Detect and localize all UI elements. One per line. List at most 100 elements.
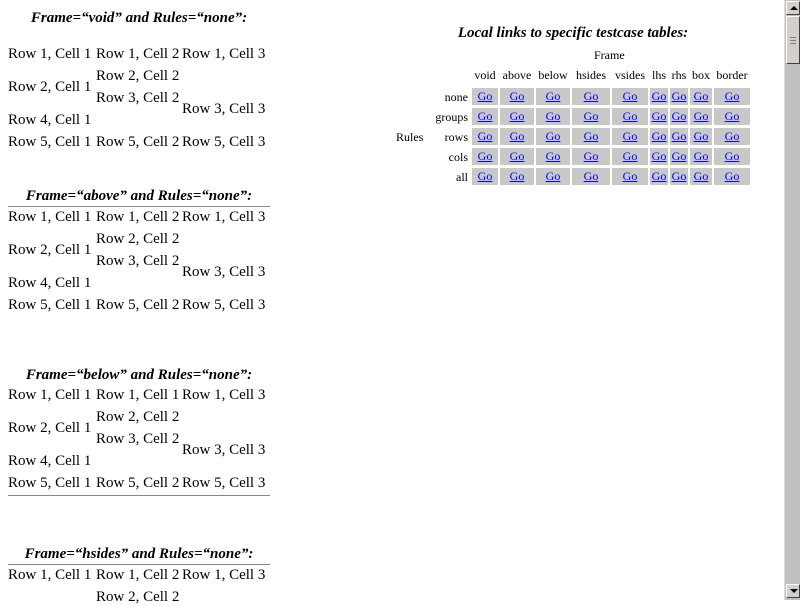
go-link-border-none[interactable]: Go: [724, 89, 740, 103]
go-link-vsides-none[interactable]: Go: [622, 89, 638, 103]
table-cell: Row 1, Cell 3: [182, 46, 266, 62]
table-above: Row 1, Cell 1 Row 1, Cell 2 Row 1, Cell …: [8, 206, 270, 317]
go-link-above-rows[interactable]: Go: [509, 129, 525, 143]
go-link-border-all[interactable]: Go: [724, 169, 740, 183]
go-link-vsides-cols[interactable]: Go: [622, 149, 638, 163]
table-cell: Row 5, Cell 1: [8, 134, 92, 150]
table-cell: Row 3, Cell 2: [96, 431, 180, 447]
go-cell-void-cols: Go: [472, 148, 498, 165]
grip-line: [790, 43, 796, 44]
go-cell-border-all: Go: [714, 168, 750, 185]
go-link-void-all[interactable]: Go: [477, 169, 493, 183]
go-cell-lhs-all: Go: [650, 168, 668, 185]
go-cell-border-rows: Go: [714, 128, 750, 145]
frame-header-vsides: vsides: [615, 68, 645, 82]
table-cell: Row 1, Cell 1: [8, 209, 92, 225]
go-link-box-all[interactable]: Go: [693, 169, 709, 183]
go-cell-vsides-rows: Go: [612, 128, 648, 145]
table-caption: Frame=“above” and Rules=“none”:: [25, 188, 253, 204]
go-link-below-none[interactable]: Go: [545, 89, 561, 103]
go-link-below-all[interactable]: Go: [545, 169, 561, 183]
table-cell: Row 2, Cell 2: [96, 589, 180, 605]
table-cell: Row 4, Cell 1: [8, 275, 92, 291]
go-link-below-groups[interactable]: Go: [545, 109, 561, 123]
go-link-void-rows[interactable]: Go: [477, 129, 493, 143]
go-link-below-rows[interactable]: Go: [545, 129, 561, 143]
go-link-hsides-cols[interactable]: Go: [583, 149, 599, 163]
vertical-scrollbar[interactable]: [784, 0, 800, 600]
go-cell-lhs-groups: Go: [650, 108, 668, 125]
go-cell-hsides-none: Go: [572, 88, 610, 105]
go-link-lhs-all[interactable]: Go: [651, 169, 667, 183]
go-link-above-cols[interactable]: Go: [509, 149, 525, 163]
go-link-vsides-groups[interactable]: Go: [622, 109, 638, 123]
frame-header-below: below: [538, 68, 568, 82]
arrow-down-icon: [790, 589, 798, 593]
table-cell: Row 1, Cell 2: [96, 209, 180, 225]
go-link-lhs-groups[interactable]: Go: [651, 109, 667, 123]
rules-row-label-all: all: [456, 170, 468, 184]
go-link-lhs-none[interactable]: Go: [651, 89, 667, 103]
frame-header-box: box: [692, 68, 710, 82]
go-link-hsides-groups[interactable]: Go: [583, 109, 599, 123]
go-link-above-groups[interactable]: Go: [509, 109, 525, 123]
table-cell: Row 1, Cell 2: [96, 46, 180, 62]
go-link-lhs-cols[interactable]: Go: [651, 149, 667, 163]
go-link-box-groups[interactable]: Go: [693, 109, 709, 123]
go-link-void-none[interactable]: Go: [477, 89, 493, 103]
go-link-vsides-all[interactable]: Go: [622, 169, 638, 183]
rules-row-label-rows: rows: [444, 130, 468, 144]
table-cell: Row 2, Cell 2: [96, 68, 180, 84]
go-link-rhs-none[interactable]: Go: [671, 89, 687, 103]
grip-line: [790, 37, 796, 38]
table-cell: Row 2, Cell 2: [96, 231, 180, 247]
table-cell: Row 5, Cell 2: [96, 475, 180, 491]
table-cell: Row 2, Cell 1: [8, 242, 92, 258]
go-link-border-cols[interactable]: Go: [724, 149, 740, 163]
go-link-above-none[interactable]: Go: [509, 89, 525, 103]
scroll-down-button[interactable]: [786, 584, 800, 598]
go-cell-rhs-all: Go: [670, 168, 688, 185]
go-cell-below-groups: Go: [536, 108, 570, 125]
go-cell-above-groups: Go: [500, 108, 534, 125]
table-void: Row 1, Cell 1 Row 1, Cell 2 Row 1, Cell …: [8, 26, 270, 150]
table-section-above: Frame=“above” and Rules=“none”: Row 1, C…: [8, 188, 270, 317]
go-link-rhs-cols[interactable]: Go: [671, 149, 687, 163]
go-link-hsides-none[interactable]: Go: [583, 89, 599, 103]
go-link-void-groups[interactable]: Go: [477, 109, 493, 123]
go-cell-void-none: Go: [472, 88, 498, 105]
go-link-vsides-rows[interactable]: Go: [622, 129, 638, 143]
go-link-void-cols[interactable]: Go: [477, 149, 493, 163]
go-link-above-all[interactable]: Go: [509, 169, 525, 183]
frame-header-hsides: hsides: [576, 68, 606, 82]
table-cell: Row 1, Cell 1: [8, 567, 92, 583]
frame-header-above: above: [502, 68, 532, 82]
go-link-below-cols[interactable]: Go: [545, 149, 561, 163]
go-cell-box-all: Go: [690, 168, 712, 185]
table-hsides: Row 1, Cell 1 Row 1, Cell 2 Row 1, Cell …: [8, 564, 270, 605]
go-link-lhs-rows[interactable]: Go: [651, 129, 667, 143]
go-link-rhs-groups[interactable]: Go: [671, 109, 687, 123]
table-cell: Row 5, Cell 1: [8, 475, 92, 491]
frame-header-rhs: rhs: [671, 68, 687, 82]
go-link-box-none[interactable]: Go: [693, 89, 709, 103]
go-link-rhs-all[interactable]: Go: [671, 169, 687, 183]
go-link-rhs-rows[interactable]: Go: [671, 129, 687, 143]
table-cell: Row 3, Cell 3: [182, 101, 266, 117]
go-link-hsides-all[interactable]: Go: [583, 169, 599, 183]
scroll-up-button[interactable]: [786, 1, 800, 15]
go-cell-rhs-rows: Go: [670, 128, 688, 145]
table-cell: Row 1, Cell 3: [182, 567, 266, 583]
go-cell-vsides-groups: Go: [612, 108, 648, 125]
go-cell-void-groups: Go: [472, 108, 498, 125]
go-cell-above-none: Go: [500, 88, 534, 105]
table-cell: Row 3, Cell 2: [96, 90, 180, 106]
table-caption: Frame=“below” and Rules=“none”:: [25, 367, 253, 383]
go-link-box-rows[interactable]: Go: [693, 129, 709, 143]
go-cell-above-rows: Go: [500, 128, 534, 145]
go-link-border-groups[interactable]: Go: [724, 109, 740, 123]
scrollbar-thumb[interactable]: [786, 16, 800, 64]
go-link-hsides-rows[interactable]: Go: [583, 129, 599, 143]
go-link-border-rows[interactable]: Go: [724, 129, 740, 143]
go-link-box-cols[interactable]: Go: [693, 149, 709, 163]
